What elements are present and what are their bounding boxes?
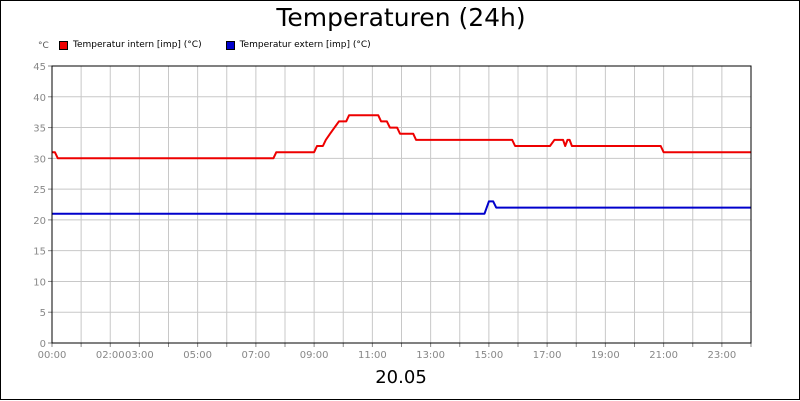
- legend-swatch-intern: [59, 40, 68, 50]
- x-tick-label: 11:00: [358, 350, 387, 361]
- y-tick-label: 5: [40, 308, 46, 319]
- chart-title: Temperaturen (24h): [276, 3, 526, 32]
- x-tick-label: 17:00: [533, 350, 562, 361]
- series-line-1: [52, 200, 751, 215]
- legend-label-extern: Temperatur extern [imp] (°C): [239, 40, 371, 50]
- y-tick-label: 15: [33, 247, 46, 258]
- x-tick-label: 00:00: [38, 350, 67, 361]
- x-tick-label: 21:00: [649, 350, 678, 361]
- y-tick-label: 35: [33, 124, 46, 135]
- y-tick-label: 45: [33, 62, 46, 73]
- y-tick-label: 30: [33, 154, 46, 165]
- x-tick-label: 15:00: [474, 350, 503, 361]
- y-tick-label: 25: [33, 185, 46, 196]
- date-label: 20.05: [375, 367, 427, 388]
- x-tick-label: 05:00: [183, 350, 212, 361]
- x-tick-label: 23:00: [707, 350, 736, 361]
- legend: Temperatur intern [imp] (°C) Temperatur …: [59, 40, 395, 50]
- plot-border: [51, 65, 752, 344]
- series-line-0: [52, 114, 751, 160]
- y-tick-label: 0: [40, 339, 46, 350]
- x-tick-label: 03:00: [125, 350, 154, 361]
- x-tick-label: 02:00: [96, 350, 125, 361]
- x-tick-label: 13:00: [416, 350, 445, 361]
- x-tick-label: 09:00: [300, 350, 329, 361]
- y-tick-label: 40: [33, 93, 46, 104]
- y-axis-unit: °C: [38, 41, 49, 51]
- legend-swatch-extern: [225, 40, 235, 50]
- y-tick-label: 10: [33, 277, 46, 288]
- legend-label-intern: Temperatur intern [imp] (°C): [73, 40, 202, 50]
- legend-item-extern: Temperatur extern [imp] (°C): [225, 40, 371, 50]
- legend-item-intern: Temperatur intern [imp] (°C): [59, 40, 202, 50]
- x-tick-label: 07:00: [241, 350, 270, 361]
- y-tick-label: 20: [33, 216, 46, 227]
- x-tick-label: 19:00: [591, 350, 620, 361]
